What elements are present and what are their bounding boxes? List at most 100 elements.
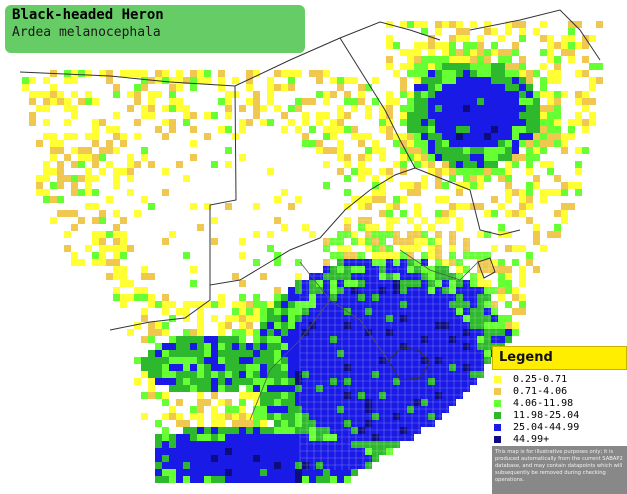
map-cell bbox=[533, 224, 540, 231]
map-cell bbox=[337, 77, 344, 84]
map-cell bbox=[575, 98, 582, 105]
map-cell bbox=[449, 112, 456, 119]
map-cell bbox=[358, 266, 365, 273]
map-cell bbox=[393, 266, 400, 273]
map-cell bbox=[379, 385, 386, 392]
map-cell bbox=[232, 434, 239, 441]
map-cell bbox=[183, 434, 190, 441]
map-cell bbox=[267, 77, 274, 84]
map-cell bbox=[176, 308, 183, 315]
map-cell bbox=[267, 329, 274, 336]
map-cell bbox=[407, 238, 414, 245]
map-cell bbox=[267, 371, 274, 378]
map-cell bbox=[372, 329, 379, 336]
map-cell bbox=[477, 168, 484, 175]
map-cell bbox=[64, 154, 71, 161]
map-cell bbox=[232, 420, 239, 427]
map-cell bbox=[330, 371, 337, 378]
map-cell bbox=[484, 105, 491, 112]
map-cell bbox=[470, 133, 477, 140]
map-cell bbox=[512, 161, 519, 168]
map-cell bbox=[449, 350, 456, 357]
map-cell bbox=[337, 357, 344, 364]
map-cell bbox=[337, 455, 344, 462]
map-cell bbox=[197, 70, 204, 77]
map-cell bbox=[246, 329, 253, 336]
map-cell bbox=[162, 413, 169, 420]
map-cell bbox=[316, 329, 323, 336]
map-cell bbox=[197, 476, 204, 483]
map-cell bbox=[449, 259, 456, 266]
map-cell bbox=[386, 133, 393, 140]
map-cell bbox=[463, 175, 470, 182]
map-cell bbox=[393, 329, 400, 336]
map-cell bbox=[148, 336, 155, 343]
map-cell bbox=[330, 91, 337, 98]
map-cell bbox=[225, 343, 232, 350]
map-cell bbox=[477, 343, 484, 350]
map-cell bbox=[393, 441, 400, 448]
map-cell bbox=[407, 266, 414, 273]
map-cell bbox=[435, 399, 442, 406]
map-cell bbox=[113, 112, 120, 119]
map-cell bbox=[379, 364, 386, 371]
map-cell bbox=[211, 476, 218, 483]
map-cell bbox=[379, 406, 386, 413]
map-cell bbox=[491, 315, 498, 322]
map-cell bbox=[141, 371, 148, 378]
map-cell bbox=[498, 70, 505, 77]
map-cell bbox=[463, 364, 470, 371]
map-cell bbox=[302, 469, 309, 476]
map-cell bbox=[323, 294, 330, 301]
map-cell bbox=[274, 294, 281, 301]
map-cell bbox=[449, 280, 456, 287]
map-cell bbox=[435, 105, 442, 112]
map-cell bbox=[519, 203, 526, 210]
map-cell bbox=[127, 105, 134, 112]
map-cell bbox=[526, 112, 533, 119]
map-cell bbox=[442, 315, 449, 322]
map-cell bbox=[197, 455, 204, 462]
map-cell bbox=[456, 56, 463, 63]
map-cell bbox=[477, 308, 484, 315]
map-cell bbox=[267, 448, 274, 455]
map-cell bbox=[323, 343, 330, 350]
map-cell bbox=[176, 448, 183, 455]
map-cell bbox=[274, 252, 281, 259]
map-cell bbox=[92, 175, 99, 182]
map-cell bbox=[393, 161, 400, 168]
map-cell bbox=[141, 294, 148, 301]
map-cell bbox=[421, 182, 428, 189]
map-cell bbox=[323, 161, 330, 168]
map-cell bbox=[400, 147, 407, 154]
map-cell bbox=[344, 462, 351, 469]
map-cell bbox=[71, 147, 78, 154]
map-cell bbox=[169, 462, 176, 469]
map-cell bbox=[302, 413, 309, 420]
map-cell bbox=[239, 315, 246, 322]
map-cell bbox=[386, 168, 393, 175]
map-cell bbox=[414, 21, 421, 28]
map-cell bbox=[29, 112, 36, 119]
map-cell bbox=[470, 287, 477, 294]
map-cell bbox=[183, 371, 190, 378]
map-cell bbox=[162, 462, 169, 469]
map-cell bbox=[421, 91, 428, 98]
map-cell bbox=[386, 350, 393, 357]
map-cell bbox=[512, 21, 519, 28]
map-cell bbox=[246, 448, 253, 455]
map-cell bbox=[281, 224, 288, 231]
map-cell bbox=[561, 203, 568, 210]
map-cell bbox=[379, 315, 386, 322]
map-cell bbox=[547, 91, 554, 98]
map-cell bbox=[491, 105, 498, 112]
map-cell bbox=[547, 189, 554, 196]
map-cell bbox=[71, 252, 78, 259]
map-cell bbox=[323, 427, 330, 434]
map-cell bbox=[365, 322, 372, 329]
map-cell bbox=[253, 203, 260, 210]
map-cell bbox=[148, 161, 155, 168]
map-cell bbox=[477, 322, 484, 329]
map-cell bbox=[554, 56, 561, 63]
map-cell bbox=[232, 315, 239, 322]
